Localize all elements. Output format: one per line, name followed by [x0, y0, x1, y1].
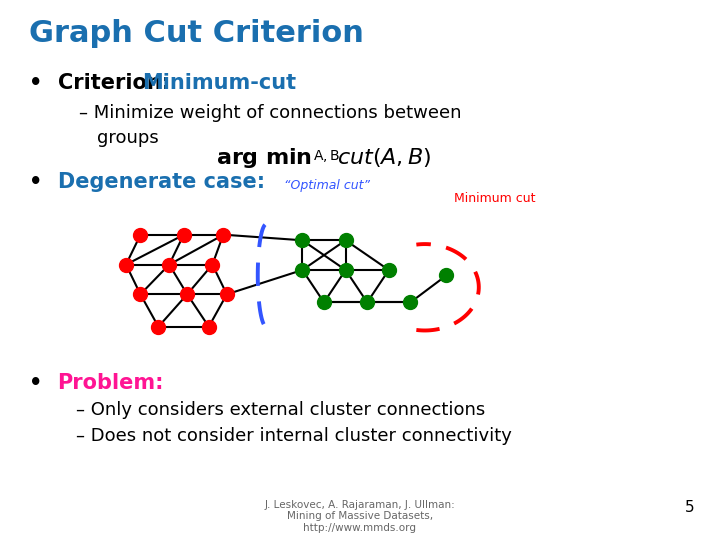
- Text: – Does not consider internal cluster connectivity: – Does not consider internal cluster con…: [76, 427, 511, 444]
- Text: 5: 5: [685, 500, 695, 515]
- Text: groups: groups: [97, 129, 159, 146]
- Text: •: •: [29, 172, 42, 192]
- Text: Minimum cut: Minimum cut: [454, 192, 535, 205]
- Text: Graph Cut Criterion: Graph Cut Criterion: [29, 19, 364, 48]
- Text: •: •: [29, 373, 42, 393]
- Text: $\mathit{cut(A,B)}$: $\mathit{cut(A,B)}$: [337, 146, 431, 169]
- Text: Criterion:: Criterion:: [58, 73, 177, 93]
- Text: $\mathbf{arg\ min}$: $\mathbf{arg\ min}$: [216, 146, 312, 170]
- Text: $\mathrm{A,B}$: $\mathrm{A,B}$: [313, 148, 341, 165]
- Text: Minimum-cut: Minimum-cut: [143, 73, 297, 93]
- Text: – Only considers external cluster connections: – Only considers external cluster connec…: [76, 401, 485, 418]
- Text: “Optimal cut”: “Optimal cut”: [284, 179, 370, 192]
- Text: Problem:: Problem:: [58, 373, 164, 393]
- Text: Degenerate case:: Degenerate case:: [58, 172, 265, 192]
- Text: •: •: [29, 73, 42, 93]
- Text: – Minimize weight of connections between: – Minimize weight of connections between: [79, 104, 462, 122]
- Text: J. Leskovec, A. Rajaraman, J. Ullman:
Mining of Massive Datasets,
http://www.mmd: J. Leskovec, A. Rajaraman, J. Ullman: Mi…: [265, 500, 455, 532]
